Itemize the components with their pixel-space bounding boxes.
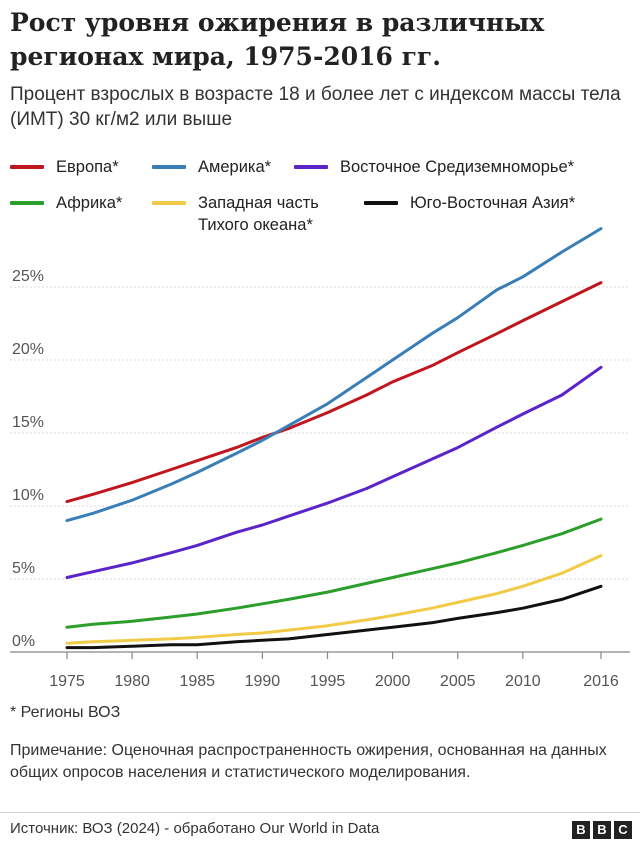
y-axis-ticks: 0% 5% 10% 15% 20% 25% — [12, 268, 44, 650]
x-tick-label: 2010 — [505, 673, 541, 690]
footnote: * Регионы ВОЗ — [10, 704, 121, 721]
y-tick-label: 15% — [12, 414, 44, 431]
x-tick-label: 2016 — [583, 673, 619, 690]
series-line-4 — [65, 554, 603, 645]
gridlines — [10, 286, 630, 653]
series-line-2 — [65, 365, 603, 579]
x-tick-label: 1990 — [245, 673, 281, 690]
chart-title: Рост уровня ожирения в различных региона… — [10, 8, 545, 71]
x-tick-label: 2000 — [375, 673, 411, 690]
y-tick-label: 10% — [12, 487, 44, 504]
y-tick-label: 0% — [12, 633, 35, 650]
bbc-logo: B B C — [572, 821, 632, 839]
x-axis-ticks: 1975 1980 1985 1990 1995 2000 2005 2010 2016 — [49, 652, 619, 690]
series-line-5 — [65, 584, 603, 650]
y-tick-label: 25% — [12, 268, 44, 285]
methodology-note: Примечание: Оценочная распространенность… — [10, 742, 607, 781]
series-line-3 — [65, 517, 603, 629]
x-tick-label: 2005 — [440, 673, 476, 690]
footer-divider — [0, 812, 640, 813]
x-tick-label: 1975 — [49, 673, 85, 690]
series-lines — [65, 227, 603, 650]
x-tick-label: 1995 — [310, 673, 346, 690]
y-tick-label: 5% — [12, 560, 35, 577]
bbc-logo-letter-c: C — [614, 821, 632, 839]
source-text: Источник: ВОЗ (2024) - обработано Our Wo… — [10, 820, 380, 837]
chart-subtitle: Процент взрослых в возрасте 18 и более л… — [10, 84, 621, 130]
bbc-logo-letter-b1: B — [572, 821, 590, 839]
series-line-1 — [65, 227, 603, 523]
bbc-logo-letter-b2: B — [593, 821, 611, 839]
series-line-0 — [65, 281, 603, 504]
line-chart: 0% 5% 10% 15% 20% 25% 1975 1980 1985 1990 1995 200… — [10, 227, 630, 690]
y-tick-label: 20% — [12, 341, 44, 358]
x-tick-label: 1980 — [114, 673, 150, 690]
x-tick-label: 1985 — [179, 673, 215, 690]
